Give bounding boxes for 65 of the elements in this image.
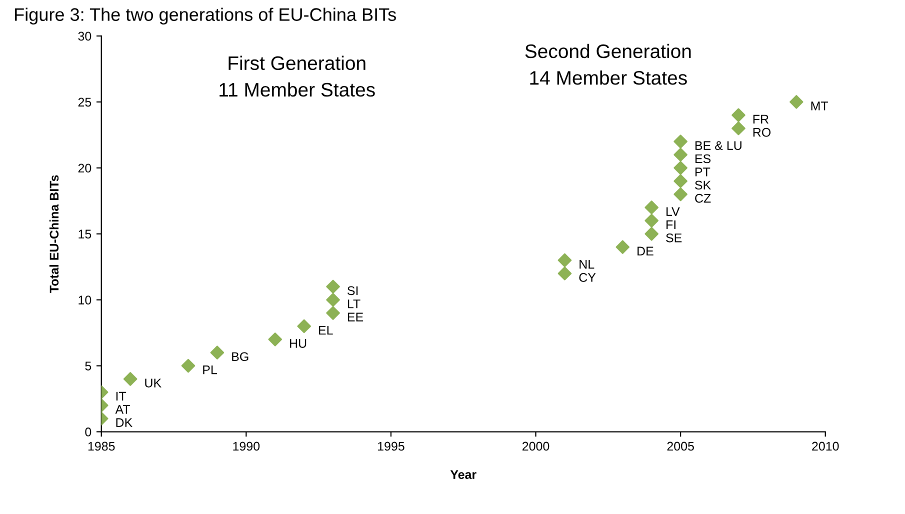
- annotation: RO: [753, 128, 771, 137]
- annotation: FR: [753, 114, 768, 124]
- annotation: LT: [348, 300, 360, 308]
- point: [326, 292, 340, 307]
- x-tick-label: 2005: [667, 442, 694, 451]
- point: [210, 346, 224, 360]
- annotation: PL: [203, 366, 218, 374]
- point: [789, 95, 804, 109]
- annotation: NL: [580, 260, 594, 269]
- x-tick-label: 2010: [812, 442, 839, 451]
- point: [326, 280, 340, 294]
- annotation: LV: [666, 207, 680, 216]
- y-tick-label: 25: [78, 98, 92, 107]
- point: [644, 226, 659, 241]
- y-tick-label: 10: [78, 296, 92, 304]
- y-tick-label: 30: [78, 32, 92, 41]
- y-axis-title: Total EU-China BITs: [49, 175, 59, 293]
- annotation: UK: [145, 378, 162, 388]
- annotation: HU: [290, 339, 306, 348]
- annotation: SE: [666, 233, 682, 242]
- annotation: First Generation 11 Member States: [220, 56, 375, 97]
- annotation: EL: [318, 326, 333, 335]
- x-tick-label: 1995: [378, 442, 404, 451]
- point: [674, 161, 688, 175]
- annotation: SI: [347, 286, 358, 296]
- y-tick-label: 0: [85, 428, 92, 436]
- annotation: EE: [348, 312, 364, 322]
- point: [644, 200, 659, 214]
- x-tick-label: 1985: [88, 442, 115, 451]
- point: [558, 266, 572, 280]
- annotation: IT: [116, 392, 126, 401]
- annotation: AT: [115, 405, 130, 414]
- point: [268, 332, 282, 346]
- point: [181, 358, 196, 373]
- annotation: BG: [232, 352, 248, 362]
- y-tick-label: 20: [78, 164, 92, 173]
- x-tick-label: 1990: [233, 442, 260, 451]
- annotation: ES: [695, 154, 711, 164]
- y-tick-label: 15: [78, 230, 92, 239]
- x-tick-label: 2000: [522, 442, 550, 451]
- annotation: PT: [695, 168, 710, 176]
- point: [732, 121, 746, 136]
- point: [644, 214, 659, 228]
- point: [616, 240, 630, 254]
- annotation: CZ: [695, 194, 711, 203]
- annotation: DK: [116, 418, 132, 427]
- point: [674, 174, 688, 188]
- annotation: SK: [695, 180, 711, 190]
- point: [123, 372, 138, 386]
- point: [674, 187, 688, 202]
- annotation: CY: [579, 273, 596, 282]
- point: [674, 134, 688, 148]
- point: [326, 306, 340, 320]
- point: [558, 253, 572, 268]
- chart-title: Figure 3: The two generations of EU-China BITs: [15, 8, 396, 25]
- annotation: DE: [638, 246, 654, 256]
- annotation: MT: [811, 102, 828, 110]
- annotation: BE & LU: [695, 141, 742, 150]
- annotation: FI: [666, 220, 676, 230]
- point: [297, 319, 311, 334]
- point: [732, 108, 746, 122]
- point: [674, 148, 688, 162]
- x-axis-title: Year: [450, 470, 476, 479]
- y-tick-label: 5: [85, 362, 92, 370]
- annotation: Second Generation 14 Member States: [525, 44, 691, 85]
